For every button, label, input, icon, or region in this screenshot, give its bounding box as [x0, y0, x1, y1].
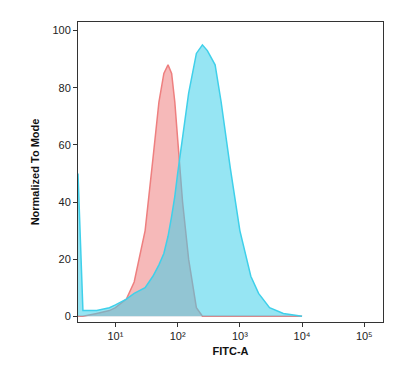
svg-text:40: 40 [59, 196, 71, 208]
svg-text:10¹: 10¹ [107, 330, 123, 342]
svg-text:10⁵: 10⁵ [356, 330, 373, 342]
svg-text:100: 100 [52, 24, 70, 36]
svg-text:FITC-A: FITC-A [212, 345, 248, 357]
svg-text:10²: 10² [170, 330, 186, 342]
svg-text:10⁴: 10⁴ [294, 330, 311, 342]
svg-text:Normalized To Mode: Normalized To Mode [29, 119, 41, 226]
svg-text:80: 80 [59, 82, 71, 94]
svg-text:20: 20 [59, 253, 71, 265]
svg-text:10³: 10³ [232, 330, 248, 342]
svg-text:60: 60 [59, 139, 71, 151]
svg-text:0: 0 [65, 310, 71, 322]
